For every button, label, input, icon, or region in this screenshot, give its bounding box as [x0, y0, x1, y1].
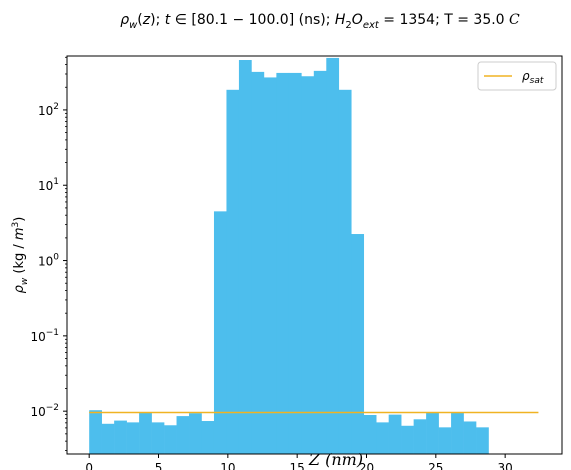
x-axis-label: Z (nm) [308, 450, 363, 469]
histogram-bar [226, 89, 240, 455]
y-axis-ticks: 10−2 10−1 100 101 102 [30, 56, 67, 451]
histogram-bar [463, 421, 477, 454]
histogram-bar [313, 70, 327, 454]
chart-title: ρw(z); t ∈ [80.1 − 100.0] (ns); H2Oext =… [120, 12, 520, 31]
histogram-bar [189, 413, 202, 454]
histogram-bar [213, 211, 227, 454]
histogram-bar [164, 425, 177, 454]
x-tick-label: 15 [290, 461, 305, 470]
legend: ρsat [477, 61, 557, 91]
x-tick-label: 25 [428, 461, 443, 470]
histogram-bar [413, 419, 427, 454]
histogram-bar [89, 410, 102, 454]
histogram-bar [126, 422, 140, 454]
histogram-bar [326, 57, 340, 455]
histogram-bar [176, 416, 190, 454]
x-tick-label: 20 [359, 461, 374, 470]
histogram-bar [451, 412, 464, 454]
histogram-bar [301, 76, 315, 455]
histogram-bar [438, 427, 452, 454]
x-axis-ticks: 0 5 10 15 20 25 30 [85, 454, 513, 470]
histogram-bar [338, 89, 352, 455]
histogram-bar [263, 77, 277, 454]
y-axis-label: ρw (kg / m3) [11, 217, 30, 294]
histogram-bar [139, 412, 152, 454]
histogram-bar [363, 414, 377, 454]
x-tick-label: 5 [155, 461, 163, 470]
histogram-bar [101, 423, 115, 454]
plot-frame [66, 55, 563, 455]
x-tick-label: 30 [498, 461, 513, 470]
bars-group [89, 57, 489, 455]
legend-box [477, 61, 557, 91]
x-tick-label: 0 [85, 461, 93, 470]
y-tick-label: 102 [38, 102, 59, 118]
histogram-bar [151, 422, 165, 454]
histogram-bar [276, 72, 290, 455]
histogram-bar [238, 60, 252, 454]
histogram-bar [351, 234, 365, 454]
histogram-bar [426, 412, 439, 454]
histogram-bar [201, 421, 215, 454]
y-tick-label: 10−1 [30, 328, 59, 344]
histogram-bar [288, 72, 302, 455]
histogram-bar [376, 422, 389, 454]
histogram-bar [388, 414, 402, 454]
histogram-bar [476, 427, 489, 454]
y-tick-label: 10−2 [30, 403, 59, 419]
histogram-bar [251, 71, 265, 455]
y-tick-label: 101 [38, 177, 59, 193]
y-tick-label: 100 [38, 253, 59, 269]
x-tick-label: 10 [220, 461, 235, 470]
histogram-bar [401, 425, 414, 454]
histogram-bar [114, 420, 127, 454]
